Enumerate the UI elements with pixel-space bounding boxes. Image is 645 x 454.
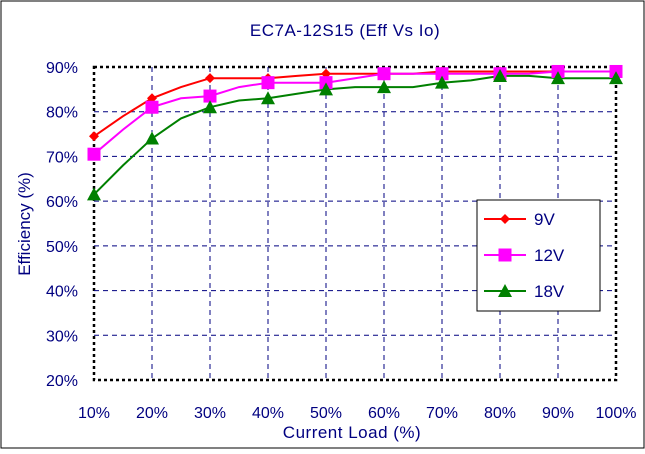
x-tick-label: 100% [596,405,637,422]
data-point-12v [261,76,275,90]
series-line-9v [93,70,616,138]
data-point-18v [435,75,449,89]
legend-label: 18V [534,282,565,301]
y-tick-label: 80% [46,105,78,122]
data-point-18v [377,80,391,94]
y-tick-label: 40% [46,284,78,301]
x-axis-ticks: 10% 20% 30% 40% 50% 60% 70% 80% 90% 100% [78,405,636,422]
legend-marker [498,284,512,297]
legend-marker [500,214,510,224]
x-tick-label: 30% [194,405,226,422]
y-tick-label: 70% [46,149,78,166]
data-point-18v [551,71,565,85]
data-point-18v [203,100,217,114]
data-point-9v [205,73,215,84]
data-point-18v [261,91,275,105]
data-point-12v [377,67,391,81]
series-markers [87,64,623,201]
y-tick-label: 50% [46,239,78,256]
x-tick-label: 70% [426,405,458,422]
series-line-12v [93,70,616,155]
y-tick-label: 20% [46,373,78,390]
y-axis-ticks: 20% 30% 40% 50% 60% 70% 80% 90% [46,60,78,390]
x-tick-label: 10% [78,405,110,422]
y-tick-label: 90% [46,60,78,77]
x-axis-label: Current Load (%) [283,423,421,442]
legend: 9V 12V 18V [476,199,601,312]
data-point-12v [87,147,101,161]
data-point-12v [145,100,159,114]
legend-label: 9V [534,210,555,229]
data-point-18v [87,187,101,201]
y-tick-label: 60% [46,194,78,211]
x-tick-label: 40% [252,405,284,422]
legend-marker [498,248,512,262]
data-point-9v [89,131,99,142]
legend-label: 12V [534,246,565,265]
data-point-12v [203,89,217,103]
series-line-18v [93,74,616,196]
x-tick-label: 90% [542,405,574,422]
series-lines [93,70,616,196]
data-point-18v [493,68,507,82]
data-point-18v [319,82,333,96]
x-tick-label: 50% [310,405,342,422]
data-point-18v [145,131,159,145]
x-tick-label: 60% [368,405,400,422]
data-point-12v [435,67,449,81]
x-tick-label: 80% [484,405,516,422]
y-axis-label: Efficiency (%) [15,172,34,276]
chart-title: EC7A-12S15 (Eff Vs Io) [250,21,440,40]
x-tick-label: 20% [136,405,168,422]
y-tick-label: 30% [46,328,78,345]
data-point-18v [609,71,623,85]
